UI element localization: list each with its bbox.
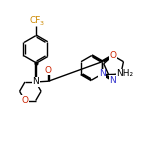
Text: CF: CF [29, 16, 41, 25]
Text: N: N [109, 76, 116, 85]
Text: O: O [21, 96, 28, 105]
Polygon shape [35, 63, 36, 82]
Text: 3: 3 [40, 21, 44, 26]
Text: O: O [109, 51, 116, 60]
Text: N: N [32, 78, 39, 86]
Text: N: N [99, 69, 106, 78]
Text: NH₂: NH₂ [116, 69, 134, 78]
Text: O: O [45, 66, 52, 74]
